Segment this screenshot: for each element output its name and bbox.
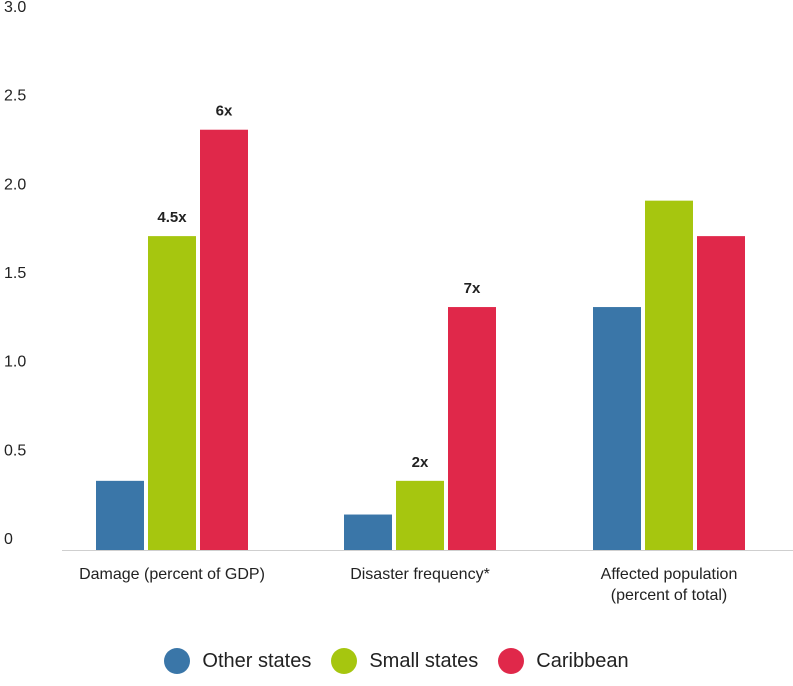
legend-swatch-small-states [331, 648, 358, 674]
legend-swatch-other-states [164, 648, 191, 674]
data-label: 7x [464, 280, 481, 297]
data-label: 2x [412, 454, 429, 471]
y-tick-label: 3.0 [4, 0, 26, 16]
legend-item-caribbean: Caribbean [498, 648, 629, 674]
bar-small-states [148, 236, 196, 550]
y-tick-label: 1.0 [4, 354, 26, 371]
bar-other-states [344, 514, 392, 550]
bar-caribbean [448, 307, 496, 550]
bar-caribbean [200, 129, 248, 550]
y-tick-label: 0 [4, 531, 13, 548]
data-label: 4.5x [157, 209, 187, 226]
legend-swatch-caribbean [498, 648, 525, 674]
legend-label-caribbean: Caribbean [536, 649, 629, 672]
bar-other-states [593, 307, 641, 550]
category-label: (percent of total) [611, 587, 728, 604]
legend-label-other-states: Other states [202, 649, 312, 672]
category-label: Disaster frequency* [350, 566, 490, 583]
bar-small-states [645, 200, 693, 551]
y-tick-label: 1.5 [4, 265, 26, 282]
data-label: 6x [216, 103, 233, 120]
legend: Other states Small states Caribbean [0, 648, 793, 674]
category-label: Damage (percent of GDP) [79, 566, 265, 583]
legend-item-other-states: Other states [164, 648, 311, 674]
y-tick-label: 2.5 [4, 88, 26, 105]
legend-label-small-states: Small states [369, 649, 479, 672]
bar-caribbean [697, 236, 745, 550]
bar-other-states [96, 480, 144, 550]
bar-chart: 0 0.5 1.0 1.5 2.0 2.5 3.0 Damage (percent of GD… [4, 0, 793, 604]
legend-item-small-states: Small states [331, 648, 478, 674]
category-label: Affected population [601, 566, 738, 583]
bar-small-states [396, 480, 444, 550]
y-tick-label: 0.5 [4, 442, 26, 459]
y-tick-label: 2.0 [4, 176, 26, 193]
